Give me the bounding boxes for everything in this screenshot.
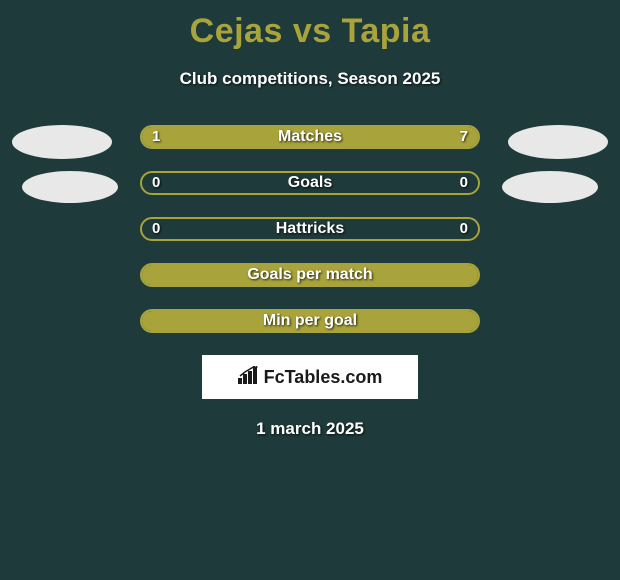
bar-value-right: 7: [460, 127, 468, 147]
bar-label: Goals per match: [142, 265, 478, 285]
stats-area: Matches17Goals00Hattricks00Goals per mat…: [0, 125, 620, 439]
date-text: 1 march 2025: [0, 419, 620, 439]
stat-bar-hattricks: Hattricks0 0: [140, 217, 480, 241]
bar-value-right: 0: [460, 173, 468, 193]
bar-value-left: 0: [152, 219, 160, 239]
stat-bar-goals: Goals0 0: [140, 171, 480, 195]
bar-label: Hattricks: [142, 219, 478, 239]
player1-indicator-row1: [12, 125, 112, 159]
logo-text: FcTables.com: [264, 367, 383, 388]
player2-indicator-row1: [508, 125, 608, 159]
bar-value-right: 0: [460, 219, 468, 239]
player1-indicator-row2: [22, 171, 118, 203]
player2-indicator-row2: [502, 171, 598, 203]
bar-label: Min per goal: [142, 311, 478, 331]
bar-value-left: 0: [152, 173, 160, 193]
bar-label: Goals: [142, 173, 478, 193]
subtitle: Club competitions, Season 2025: [0, 69, 620, 89]
stat-bar-goals-per-match: Goals per match: [140, 263, 480, 287]
bars-container: Matches17Goals00Hattricks00Goals per mat…: [0, 125, 620, 333]
logo-box: FcTables.com: [202, 355, 418, 399]
page-title: Cejas vs Tapia: [0, 0, 620, 51]
logo-content: FcTables.com: [238, 366, 383, 389]
bar-value-left: 1: [152, 127, 160, 147]
chart-icon: [238, 366, 260, 389]
stat-bar-min-per-goal: Min per goal: [140, 309, 480, 333]
stat-bar-matches: Matches1 7: [140, 125, 480, 149]
bar-label: Matches: [142, 127, 478, 147]
